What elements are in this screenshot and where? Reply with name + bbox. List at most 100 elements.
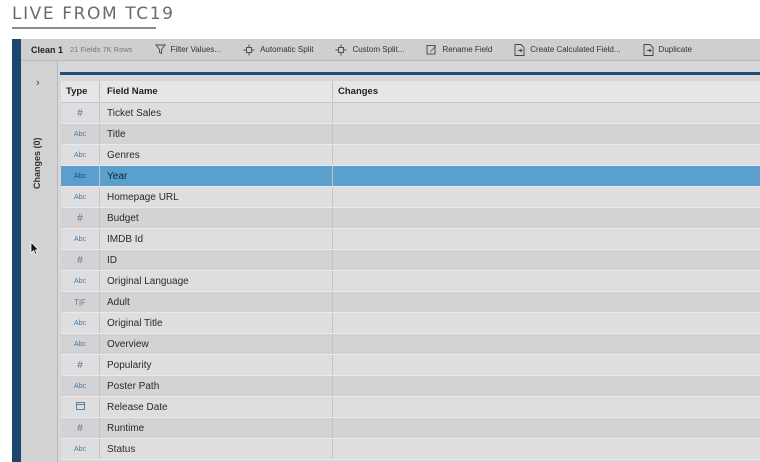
clean-step-toolbar: Clean 1 21 Fields 7K Rows Filter Values.… [21, 39, 760, 61]
field-type-cell[interactable]: Abc [61, 124, 100, 144]
table-header-row: Type Field Name Changes [61, 81, 760, 103]
field-changes-cell[interactable] [333, 376, 760, 396]
field-changes-cell[interactable] [333, 355, 760, 375]
field-changes-cell[interactable] [333, 334, 760, 354]
string-type-icon: Abc [73, 172, 87, 180]
field-type-cell[interactable]: Abc [61, 313, 100, 333]
field-name-cell[interactable]: Ticket Sales [100, 103, 333, 123]
field-changes-cell[interactable] [333, 271, 760, 291]
field-name-cell[interactable]: Genres [100, 145, 333, 165]
filter-values-button[interactable]: Filter Values... [154, 44, 221, 55]
field-changes-cell[interactable] [333, 208, 760, 228]
field-type-cell[interactable]: Abc [61, 166, 100, 186]
field-name-cell[interactable]: Year [100, 166, 333, 186]
automatic-split-label: Automatic Split [260, 45, 314, 54]
table-row[interactable]: # ID [61, 250, 760, 271]
table-row[interactable]: Abc Original Title [61, 313, 760, 334]
field-changes-cell[interactable] [333, 292, 760, 312]
field-type-cell[interactable]: Abc [61, 145, 100, 165]
field-name-cell[interactable]: Status [100, 439, 333, 459]
table-row[interactable]: # Popularity [61, 355, 760, 376]
changes-pane-label[interactable]: Changes (0) [32, 137, 42, 189]
field-name-cell[interactable]: Homepage URL [100, 187, 333, 207]
field-type-cell[interactable]: # [61, 250, 100, 270]
field-changes-cell[interactable] [333, 397, 760, 417]
field-name-cell[interactable]: Release Date [100, 397, 333, 417]
field-type-cell[interactable]: # [61, 103, 100, 123]
field-changes-cell[interactable] [333, 313, 760, 333]
step-meta: 21 Fields 7K Rows [70, 45, 133, 54]
field-type-cell[interactable]: # [61, 208, 100, 228]
table-row[interactable]: Abc IMDB Id [61, 229, 760, 250]
field-type-cell[interactable] [61, 397, 100, 417]
table-row[interactable]: Release Date [61, 397, 760, 418]
column-header-type[interactable]: Type [61, 81, 100, 102]
number-type-icon: # [77, 422, 83, 434]
field-changes-cell[interactable] [333, 103, 760, 123]
profile-pane-divider[interactable] [60, 72, 760, 75]
field-changes-cell[interactable] [333, 439, 760, 459]
field-changes-cell[interactable] [333, 145, 760, 165]
field-changes-cell[interactable] [333, 418, 760, 438]
field-name-cell[interactable]: Popularity [100, 355, 333, 375]
calculated-field-icon [514, 43, 525, 56]
table-row[interactable]: Abc Homepage URL [61, 187, 760, 208]
field-type-cell[interactable]: Abc [61, 376, 100, 396]
custom-split-button[interactable]: Custom Split... [335, 44, 404, 56]
field-name-cell[interactable]: Original Title [100, 313, 333, 333]
rename-icon [427, 45, 437, 55]
table-row[interactable]: Abc Title [61, 124, 760, 145]
custom-split-label: Custom Split... [352, 45, 405, 54]
create-calculated-field-button[interactable]: Create Calculated Field... [514, 43, 621, 56]
field-name-cell[interactable]: Overview [100, 334, 333, 354]
field-type-cell[interactable]: Abc [61, 271, 100, 291]
string-type-icon: Abc [73, 340, 87, 348]
table-row[interactable]: T|F Adult [61, 292, 760, 313]
table-row[interactable]: # Ticket Sales [61, 103, 760, 124]
table-row[interactable]: Abc Original Language [61, 271, 760, 292]
prep-app-window: Clean 1 21 Fields 7K Rows Filter Values.… [12, 39, 760, 462]
field-name-cell[interactable]: Budget [100, 208, 333, 228]
column-header-changes[interactable]: Changes [338, 86, 379, 97]
field-name-cell[interactable]: IMDB Id [100, 229, 333, 249]
table-row[interactable]: Abc Status [61, 439, 760, 460]
duplicate-button[interactable]: Duplicate [643, 43, 692, 56]
field-type-cell[interactable]: Abc [61, 229, 100, 249]
field-type-cell[interactable]: T|F [61, 292, 100, 312]
field-name-cell[interactable]: Adult [100, 292, 333, 312]
table-row[interactable]: # Budget [61, 208, 760, 229]
string-type-icon: Abc [73, 445, 87, 453]
expand-changes-chevron-icon[interactable]: › [36, 77, 40, 89]
table-row[interactable]: # Runtime [61, 418, 760, 439]
banner-underline [12, 27, 156, 29]
field-name-cell[interactable]: Runtime [100, 418, 333, 438]
field-type-cell[interactable]: # [61, 355, 100, 375]
field-changes-cell[interactable] [333, 166, 760, 186]
field-name-cell[interactable]: Original Language [100, 271, 333, 291]
table-row[interactable]: Abc Genres [61, 145, 760, 166]
step-name[interactable]: Clean 1 [31, 44, 64, 55]
table-row[interactable]: Abc Overview [61, 334, 760, 355]
field-list-grid: Type Field Name Changes # Ticket Sales Abc… [58, 61, 760, 462]
field-name-cell[interactable]: ID [100, 250, 333, 270]
field-name-cell[interactable]: Poster Path [100, 376, 333, 396]
table-row[interactable]: Abc Year [61, 166, 760, 187]
field-changes-cell[interactable] [333, 229, 760, 249]
field-type-cell[interactable]: Abc [61, 334, 100, 354]
string-type-icon: Abc [73, 382, 87, 390]
table-row[interactable]: Abc Poster Path [61, 376, 760, 397]
field-type-cell[interactable]: Abc [61, 187, 100, 207]
field-changes-cell[interactable] [333, 187, 760, 207]
filter-icon [154, 44, 166, 55]
calendar-icon [75, 401, 85, 413]
flow-pane-edge [12, 39, 21, 462]
field-type-cell[interactable]: Abc [61, 439, 100, 459]
automatic-split-button[interactable]: Automatic Split [243, 44, 313, 56]
number-type-icon: # [77, 107, 83, 119]
field-name-cell[interactable]: Title [100, 124, 333, 144]
field-changes-cell[interactable] [333, 124, 760, 144]
rename-field-button[interactable]: Rename Field [426, 44, 492, 55]
field-type-cell[interactable]: # [61, 418, 100, 438]
field-changes-cell[interactable] [333, 250, 760, 270]
column-header-field-name[interactable]: Field Name [100, 81, 333, 102]
